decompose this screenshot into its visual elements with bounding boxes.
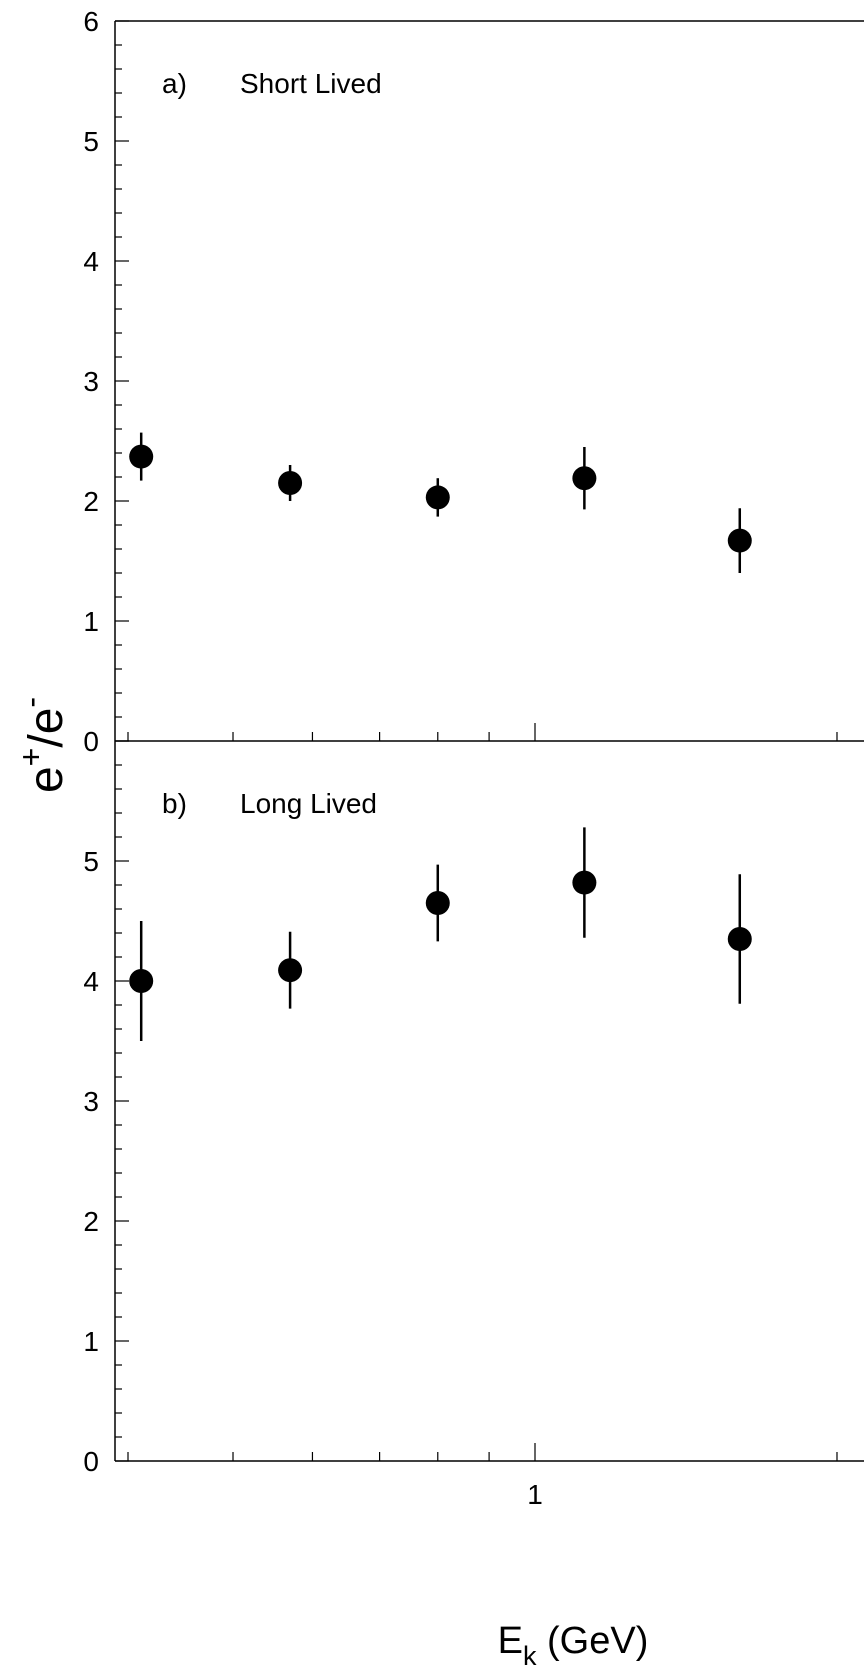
y-tick-label: 3 — [83, 1086, 99, 1117]
panel-title: Long Lived — [240, 788, 377, 819]
y-tick-label: 2 — [83, 1206, 99, 1237]
data-points — [129, 432, 752, 1041]
panel-label: a) — [162, 68, 187, 99]
data-point — [129, 432, 154, 481]
y-tick-label: 5 — [83, 846, 99, 877]
x-axis-label-unit: (GeV) — [536, 1620, 648, 1662]
x-axis-label-main: E — [498, 1620, 523, 1662]
data-marker — [425, 485, 450, 510]
x-axis-label-sub: k — [523, 1641, 537, 1671]
data-point — [425, 478, 450, 517]
data-point — [129, 921, 154, 1041]
data-point — [425, 864, 450, 942]
data-marker — [425, 891, 450, 915]
y-axis-label-sup-minus: - — [13, 697, 49, 708]
panel-label: b) — [162, 788, 187, 819]
data-marker — [278, 471, 303, 495]
data-marker — [129, 969, 154, 993]
x-tick-label: 1 — [527, 1479, 543, 1510]
x-axis-label: Ek (GeV) — [498, 1620, 649, 1671]
axis-ticks — [115, 20, 838, 1462]
data-marker — [572, 870, 597, 895]
tick-labels: 0 1 2 3 4 5 6 0 1 2 3 4 5 1 — [83, 6, 542, 1510]
data-point — [572, 447, 597, 510]
data-point — [727, 874, 752, 1004]
data-marker — [727, 528, 752, 553]
y-tick-label: 6 — [83, 6, 99, 37]
data-marker — [278, 958, 303, 983]
y-tick-label: 1 — [83, 1326, 99, 1357]
y-axis-label-slash: /e — [20, 708, 73, 748]
data-marker — [727, 927, 752, 951]
y-tick-label: 0 — [83, 1446, 99, 1477]
panel-title: Short Lived — [240, 68, 382, 99]
data-point — [727, 508, 752, 573]
y-axis-label-sup-plus: + — [13, 748, 49, 767]
panel-labels: a) Short Lived b) Long Lived — [162, 68, 382, 819]
data-marker — [572, 466, 597, 491]
y-tick-label: 5 — [83, 126, 99, 157]
y-tick-label: 4 — [83, 246, 99, 277]
y-tick-label: 0 — [83, 726, 99, 757]
y-tick-label: 3 — [83, 366, 99, 397]
y-tick-label: 1 — [83, 606, 99, 637]
y-tick-label: 2 — [83, 486, 99, 517]
y-axis-label: e+/e- — [13, 697, 73, 793]
y-tick-label: 4 — [83, 966, 99, 997]
data-point — [572, 827, 597, 938]
data-point — [278, 931, 303, 1009]
data-point — [278, 465, 303, 501]
y-axis-label-main: e — [20, 766, 73, 793]
data-marker — [129, 444, 154, 469]
